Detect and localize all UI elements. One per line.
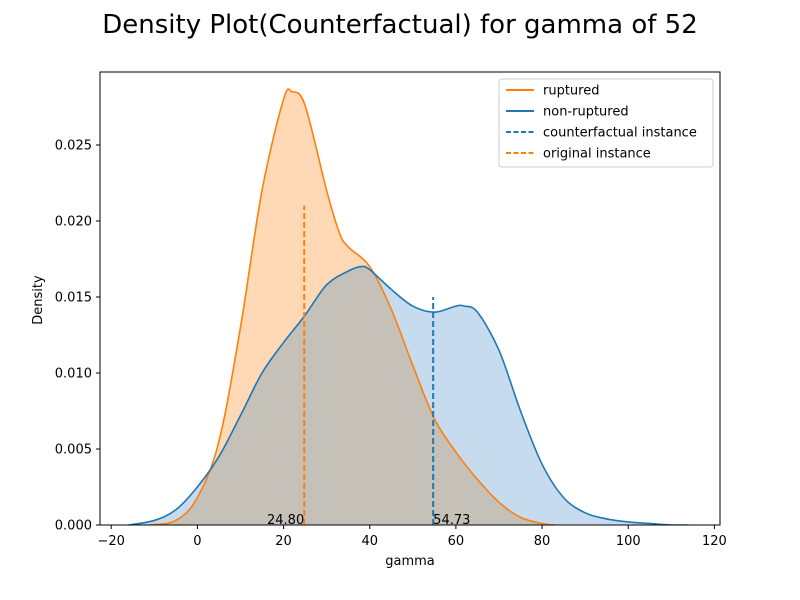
x-tick-label: 20 (275, 534, 292, 549)
y-tick-label: 0.025 (55, 138, 92, 153)
x-axis: −20 0 20 40 60 80 100 120 (97, 525, 727, 549)
legend-label: non-ruptured (543, 105, 629, 120)
density-line-ruptured (149, 88, 556, 525)
legend-label: ruptured (543, 84, 599, 99)
vline-label: 24.80 (267, 513, 304, 528)
legend: ruptured non-ruptured counterfactual insta… (498, 78, 714, 168)
x-tick-label: 60 (448, 534, 465, 549)
y-tick-label: 0.015 (55, 290, 92, 305)
x-tick-label: 0 (193, 534, 201, 549)
plot-frame (99, 71, 721, 526)
plot-area (128, 88, 689, 525)
x-tick-label: 100 (616, 534, 641, 549)
x-tick-label: 80 (534, 534, 551, 549)
y-tick-label: 0.000 (55, 519, 92, 534)
density-line-non-ruptured (128, 265, 689, 525)
chart-title: Density Plot(Counterfactual) for gamma o… (102, 10, 698, 40)
vline-label: 54.73 (433, 513, 470, 528)
vline-labels: 24.80 54.73 (267, 513, 470, 528)
y-axis: 0.000 0.005 0.010 0.015 0.020 0.025 (55, 138, 100, 534)
y-tick-label: 0.020 (55, 214, 92, 229)
x-tick-label: −20 (97, 534, 124, 549)
legend-label: original instance (543, 147, 651, 162)
y-axis-label: Density (31, 275, 46, 325)
legend-box (498, 78, 714, 168)
y-tick-label: 0.005 (55, 442, 92, 457)
density-overlap-fill (149, 266, 555, 525)
legend-label: counterfactual instance (543, 126, 697, 141)
x-tick-label: 120 (702, 534, 727, 549)
y-tick-label: 0.010 (55, 366, 92, 381)
x-axis-label: gamma (385, 554, 435, 569)
x-tick-label: 40 (361, 534, 378, 549)
